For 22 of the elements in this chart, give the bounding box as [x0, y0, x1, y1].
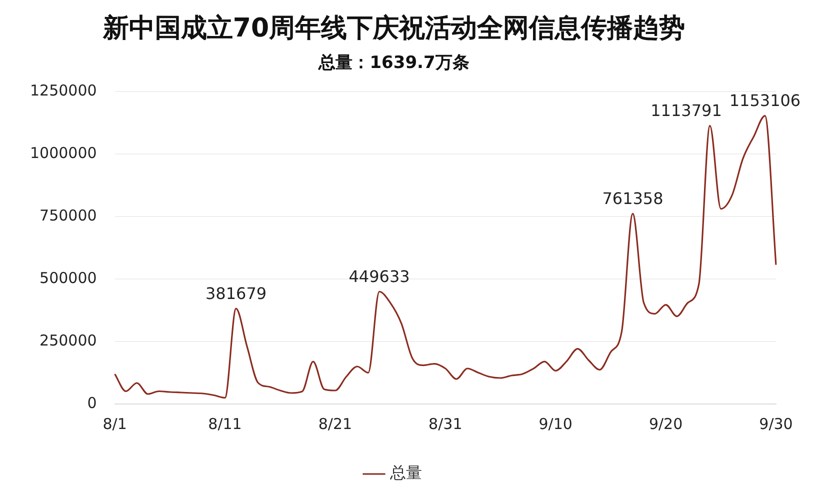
- y-tick-label: 1000000: [30, 144, 97, 162]
- x-tick-label: 8/21: [318, 414, 352, 433]
- chart-title: 新中国成立70周年线下庆祝活动全网信息传播趋势: [102, 13, 686, 44]
- chart-subtitle: 总量：1639.7万条: [318, 52, 470, 73]
- x-tick-label: 9/20: [648, 414, 683, 433]
- y-tick-label: 0: [87, 394, 97, 412]
- data-label: 1153106: [729, 90, 801, 110]
- y-tick-label: 500000: [40, 268, 97, 287]
- x-tick-label: 8/11: [208, 414, 242, 433]
- data-label: 1113791: [650, 100, 722, 120]
- x-tick-label: 9/10: [538, 414, 572, 433]
- line-series: [114, 115, 777, 399]
- data-label: 761358: [602, 188, 664, 208]
- data-label: 449633: [348, 266, 410, 286]
- x-tick-label: 8/31: [428, 414, 462, 433]
- x-tick-label: 9/30: [759, 414, 793, 433]
- data-label: 381679: [205, 284, 267, 303]
- y-tick-label: 1250000: [30, 81, 97, 100]
- legend-label: 总量: [389, 463, 422, 482]
- y-tick-label: 250000: [40, 331, 97, 350]
- x-tick-label: 8/1: [102, 414, 127, 433]
- y-tick-label: 750000: [40, 206, 97, 224]
